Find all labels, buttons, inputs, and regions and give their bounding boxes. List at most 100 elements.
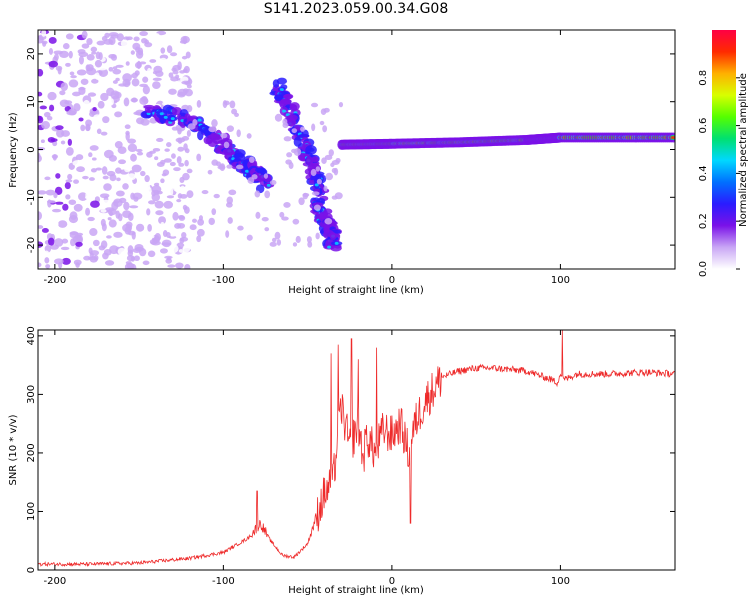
spectrogram-blob [246, 133, 252, 139]
spectrogram-blob [179, 40, 188, 44]
spectrogram-blob [181, 136, 190, 141]
spectrogram-blob [306, 236, 312, 243]
y-tick-label: -10 [26, 189, 37, 205]
spectrogram-blob [122, 73, 132, 83]
colorbar-tick-label: 0.2 [698, 213, 709, 229]
spectrogram-blob [67, 138, 73, 146]
spectrogram-blob [269, 180, 277, 186]
spectrogram-blob [117, 146, 127, 155]
spectrogram-blob [338, 101, 344, 108]
spectrogram-blob [76, 166, 85, 173]
snr-y-axis-label: SNR (10 * v/v) [8, 414, 19, 485]
spectrogram-blob [160, 47, 166, 54]
spectrogram-blob [160, 178, 165, 184]
spectrogram-blob [236, 164, 244, 170]
spectrogram-blob [101, 35, 108, 42]
spectrogram-blob [226, 164, 233, 169]
spectrogram-blob [264, 227, 270, 232]
spectrogram-blob [148, 200, 156, 205]
spectrogram-blob [247, 177, 255, 184]
spectrogram-blob [65, 224, 73, 230]
spectrogram-blob [310, 102, 319, 108]
spectrogram-blob [39, 105, 47, 110]
snr-panel: -200 -100 0 100 0 100 200 300 400 Height of str… [8, 326, 676, 596]
spectrogram-blob [120, 39, 129, 48]
spectrogram-blob [48, 60, 59, 68]
spectrogram-blob [160, 159, 166, 165]
spectrogram-blob [116, 33, 124, 42]
spectrogram-blob [323, 185, 328, 192]
spectrogram-blob [139, 31, 148, 37]
spectrogram-blob [151, 212, 157, 218]
spectrogram-y-ticks: -20 -10 0 10 20 [26, 48, 675, 253]
spectrogram-blob [112, 66, 118, 70]
spectrogram-blob [173, 185, 181, 192]
spectrogram-blob [95, 72, 100, 80]
spectrogram-blob [152, 77, 162, 82]
spectrogram-blob [75, 241, 83, 247]
y-tick-label: 400 [26, 326, 37, 345]
snr-series-line [38, 330, 675, 568]
spectrogram-blob [104, 260, 115, 266]
spectrogram-blob [44, 176, 51, 181]
spectrogram-blob [279, 88, 284, 92]
spectrogram-blob [289, 102, 300, 111]
spectrogram-blob [169, 161, 176, 167]
spectrogram-blob [122, 183, 129, 190]
spectrogram-blob [52, 154, 57, 161]
spectrogram-blob [166, 195, 175, 199]
colorbar: 0.0 0.2 0.4 0.6 0.8 Normalized spectral ampl… [698, 30, 749, 277]
spectrogram-blob [90, 200, 100, 208]
spectrogram-blob [305, 145, 317, 155]
x-tick-label: -200 [44, 576, 67, 587]
spectrogram-blob [106, 235, 112, 239]
spectrogram-blob [44, 257, 50, 264]
spectrogram-blob [149, 59, 157, 63]
spectrogram-blob [177, 222, 186, 229]
spectrogram-blob [177, 146, 185, 152]
spectrogram-blob [171, 153, 176, 159]
spectrogram-blob [108, 67, 114, 72]
spectrogram-blob [227, 217, 233, 224]
spectrogram-blob [220, 132, 228, 139]
spectrogram-blob [59, 90, 66, 96]
spectrogram-blob [115, 64, 124, 68]
spectrogram-blob [65, 194, 71, 200]
spectrogram-blob [159, 248, 168, 254]
y-tick-label: 0 [26, 567, 37, 573]
spectrogram-blob [670, 136, 675, 139]
spectrogram-blob [155, 210, 164, 216]
spectrogram-blob [108, 32, 119, 37]
spectrogram-blob [223, 141, 230, 149]
x-tick-label: -100 [212, 275, 235, 286]
spectrogram-blob [181, 231, 187, 239]
spectrogram-blob [98, 68, 109, 77]
spectrogram-blob [151, 193, 161, 202]
spectrogram-blob [41, 49, 49, 59]
spectrogram-blob [139, 186, 148, 194]
spectrogram-blob [73, 103, 81, 112]
spectrogram-blob [45, 264, 51, 269]
spectrogram-blob [89, 228, 98, 237]
spectrogram-blob [60, 246, 70, 251]
spectrogram-blob [75, 154, 84, 161]
colorbar-tick-label: 0.0 [698, 261, 709, 277]
spectrogram-blob [101, 199, 111, 204]
spectrogram-blob [174, 201, 179, 207]
spectrogram-blob [226, 125, 234, 132]
spectrogram-blob [334, 241, 339, 245]
spectrogram-blob [181, 55, 188, 60]
spectrogram-blob [123, 97, 130, 107]
spectrogram-blob [78, 117, 84, 122]
spectrogram-blob [92, 106, 97, 112]
spectrogram-blob [298, 133, 310, 138]
spectrogram-blob [153, 65, 163, 74]
spectrogram-blob [139, 83, 148, 88]
spectrogram-blob [127, 173, 137, 181]
colorbar-ticks: 0.0 0.2 0.4 0.6 0.8 [698, 70, 740, 277]
spectrogram-blob [129, 205, 139, 209]
spectrogram-blob [55, 125, 64, 130]
spectrogram-blob [276, 239, 282, 246]
